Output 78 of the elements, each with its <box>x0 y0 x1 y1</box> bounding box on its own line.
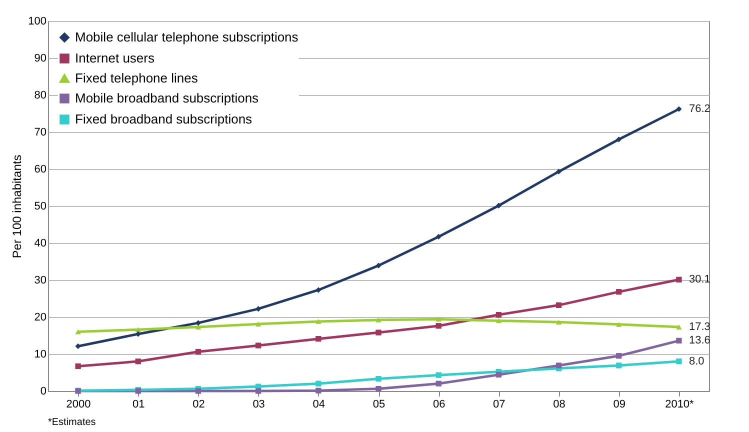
point <box>376 330 382 336</box>
point <box>616 362 622 368</box>
legend-label: Fixed telephone lines <box>75 70 198 86</box>
point <box>616 289 622 295</box>
y-tick-label: 10 <box>34 348 46 360</box>
point <box>676 358 682 364</box>
point <box>316 287 322 293</box>
point <box>195 324 202 330</box>
point <box>556 362 562 368</box>
y-tick-label: 50 <box>34 200 46 212</box>
data-label: 13.6 <box>688 334 710 347</box>
point <box>436 323 442 329</box>
point <box>496 372 502 378</box>
point <box>316 388 322 394</box>
point <box>556 320 562 325</box>
data-label: 8.0 <box>688 355 704 368</box>
point <box>436 380 442 386</box>
point <box>676 276 682 282</box>
point <box>255 342 262 348</box>
y-axis-title: Per 100 inhabitants <box>10 154 24 258</box>
y-tick-label: 90 <box>34 52 46 64</box>
x-tick-label: 07 <box>493 398 506 410</box>
point <box>616 136 622 142</box>
x-tick-label: 04 <box>312 398 326 410</box>
data-label: 30.1 <box>688 274 710 286</box>
point <box>316 336 322 342</box>
x-tick-label: 01 <box>132 398 145 410</box>
point <box>496 312 502 318</box>
text: *Estimates <box>48 417 96 428</box>
legend-label: Fixed broadband subscriptions <box>75 112 253 126</box>
point <box>376 386 382 392</box>
point <box>255 388 262 394</box>
point <box>316 380 322 386</box>
point <box>376 376 382 382</box>
x-tick-label: 08 <box>553 398 566 410</box>
point <box>436 234 442 240</box>
y-tick-label: 0 <box>40 386 46 398</box>
y-tick-label: 40 <box>34 238 46 250</box>
point <box>556 302 562 308</box>
point <box>676 338 682 344</box>
x-tick-label: 09 <box>613 398 626 410</box>
point <box>195 348 202 355</box>
data-label: 76.2 <box>688 103 710 116</box>
legend-label: Mobile cellular telephone subscriptions <box>75 30 299 44</box>
legend-label: Internet users <box>75 50 155 66</box>
point <box>135 331 141 337</box>
point <box>75 363 81 370</box>
point <box>255 322 262 326</box>
y-tick-label: 60 <box>34 164 46 176</box>
x-tick-label: 2010* <box>665 398 695 410</box>
y-tick-label: 80 <box>34 90 46 102</box>
point <box>616 353 622 359</box>
x-tick-label: 02 <box>192 398 205 410</box>
point <box>496 202 502 208</box>
x-tick-label: 2000 <box>66 398 91 410</box>
point <box>195 388 202 394</box>
y-tick-label: 20 <box>34 312 46 324</box>
x-tick-label: 05 <box>372 398 386 410</box>
point <box>556 168 562 174</box>
point <box>75 329 81 334</box>
point <box>376 262 382 268</box>
point <box>376 318 382 322</box>
y-tick-label: 30 <box>34 274 46 286</box>
point <box>436 372 442 378</box>
y-tick-label: 100 <box>28 16 46 28</box>
point <box>135 358 141 364</box>
point <box>436 316 442 322</box>
data-label: 17.3 <box>688 320 710 333</box>
point <box>316 318 322 324</box>
point <box>135 327 141 332</box>
point <box>676 106 682 112</box>
point <box>616 322 622 327</box>
point <box>496 318 502 324</box>
point <box>676 324 682 330</box>
x-tick-label: 06 <box>432 398 446 410</box>
legend-label: Mobile broadband subscriptions <box>75 90 260 106</box>
x-tick-label: 03 <box>252 398 265 410</box>
y-tick-label: 70 <box>34 126 46 138</box>
